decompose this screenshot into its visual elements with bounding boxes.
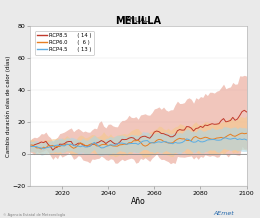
Text: ANUAL: ANUAL [126, 17, 150, 23]
Title: MELILLA: MELILLA [115, 16, 161, 26]
Text: AEmet: AEmet [213, 211, 234, 216]
Legend: RCP8.5      ( 14 ), RCP6.0      (  6 ), RCP4.5      ( 13 ): RCP8.5 ( 14 ), RCP6.0 ( 6 ), RCP4.5 ( 13… [35, 31, 94, 55]
Y-axis label: Cambio duración olas de calor (días): Cambio duración olas de calor (días) [5, 56, 11, 157]
X-axis label: Año: Año [131, 197, 146, 206]
Text: © Agencia Estatal de Meteorología: © Agencia Estatal de Meteorología [3, 213, 65, 217]
